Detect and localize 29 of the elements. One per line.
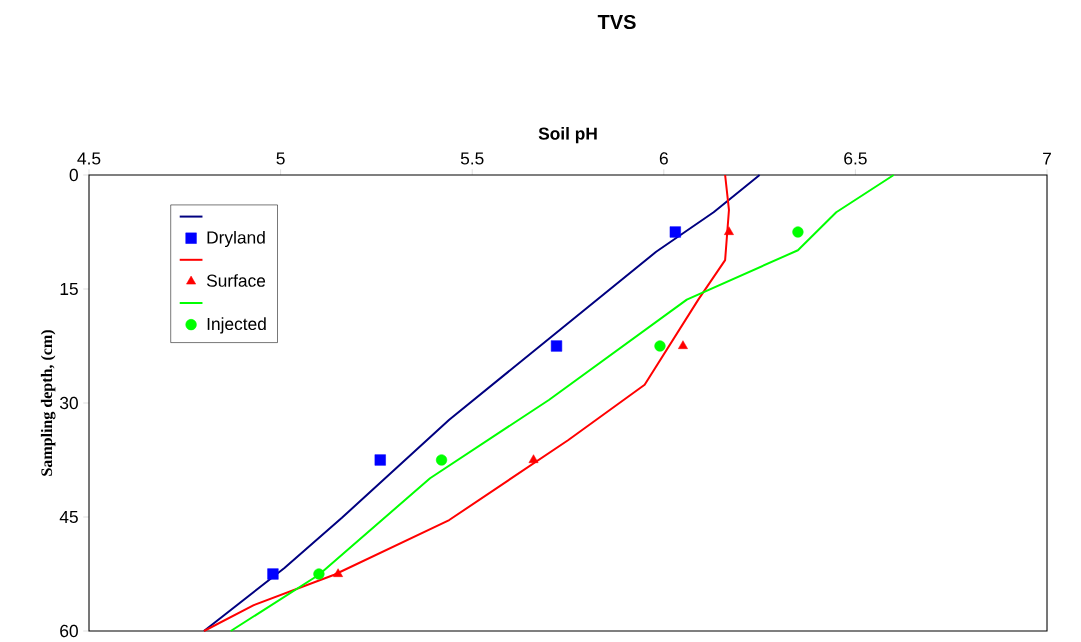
chart-title: TVS (597, 15, 636, 30)
y-tick-label: 45 (59, 511, 78, 524)
y-tick-label: 60 (60, 625, 78, 638)
point (313, 568, 325, 580)
x-tick-label: 7 (1043, 152, 1051, 165)
point (267, 568, 279, 580)
x-axis-title: Soil pH (538, 127, 597, 144)
x-tick-label: 5.5 (460, 152, 484, 165)
y-tick-label: 30 (59, 397, 78, 410)
point (550, 340, 563, 352)
point (724, 226, 734, 236)
y-tick-label: 0 (69, 169, 78, 182)
x-tick-label: 4.5 (77, 152, 101, 165)
legend-label: Injected (207, 317, 266, 334)
point (435, 454, 448, 466)
point (669, 226, 681, 238)
point (374, 454, 386, 466)
point (333, 568, 343, 578)
legend-label: Surface (206, 274, 266, 288)
x-tick-label: 6.5 (844, 152, 867, 165)
point (528, 454, 539, 464)
point (678, 340, 688, 350)
y-axis-title: Sampling depth, (cm) (40, 330, 56, 476)
x-tick-label: 5 (276, 152, 285, 165)
x-tick-label: 6 (659, 152, 668, 165)
point (792, 226, 804, 238)
legend-label: Dryland (207, 231, 265, 248)
y-tick-label: 15 (60, 283, 78, 296)
point (654, 340, 666, 352)
